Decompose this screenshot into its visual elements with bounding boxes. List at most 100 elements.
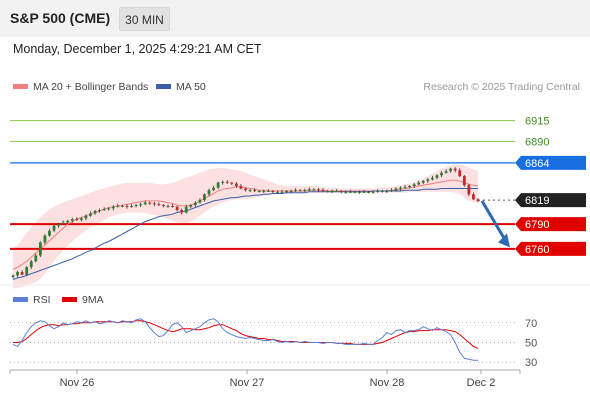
candle: [212, 185, 215, 192]
candle: [380, 190, 384, 193]
x-axis: Nov 26 Nov 27 Nov 28 Dec 2: [9, 370, 521, 389]
candle: [166, 204, 170, 208]
candle-body: [139, 204, 143, 206]
candle-body: [130, 205, 133, 207]
candle: [362, 189, 366, 193]
candle: [75, 217, 79, 221]
candle: [312, 188, 316, 191]
level-value-text: 6864: [525, 158, 549, 170]
candle: [431, 175, 434, 181]
candle: [385, 189, 389, 193]
candle: [125, 204, 129, 209]
candle: [462, 175, 466, 187]
candle: [43, 234, 47, 245]
level-value-text: 6790: [525, 219, 549, 231]
candle-body: [358, 191, 361, 193]
candle-body: [326, 191, 329, 192]
candle-body: [84, 215, 88, 219]
candle: [98, 208, 102, 213]
candle-body: [472, 194, 475, 200]
candle: [157, 202, 161, 207]
candle-body: [453, 168, 457, 171]
candle: [371, 190, 375, 194]
bollinger-band-fill: [13, 164, 478, 289]
candle-body: [70, 219, 74, 221]
candle: [230, 181, 234, 186]
candle-body: [431, 177, 434, 180]
candle-body: [162, 205, 165, 207]
candle: [130, 203, 133, 208]
candle: [326, 190, 329, 193]
candle: [11, 274, 15, 279]
candle: [148, 201, 152, 205]
candle-body: [102, 209, 106, 211]
candle-body: [25, 267, 29, 275]
research-credit: Research © 2025 Trading Central: [423, 81, 580, 93]
candle: [389, 188, 393, 192]
candle-body: [11, 275, 15, 278]
candle-body: [207, 190, 211, 195]
candle-body: [285, 191, 288, 192]
rsi-tick-label: 50: [525, 337, 537, 349]
candle-body: [184, 206, 188, 213]
candle-body: [79, 218, 83, 220]
candle-body: [143, 202, 147, 205]
candle-body: [248, 190, 252, 192]
candle-body: [262, 191, 266, 192]
candle: [48, 228, 51, 237]
candle: [317, 187, 320, 193]
candle: [344, 190, 348, 194]
candle-body: [166, 205, 170, 207]
level-value-text: 6915: [525, 116, 549, 128]
candle-body: [435, 175, 439, 178]
candle: [307, 187, 311, 192]
candle-body: [29, 261, 33, 268]
candle: [175, 205, 179, 212]
candle: [171, 203, 174, 208]
candle-body: [107, 208, 111, 210]
ma50-legend-swatch: [156, 84, 171, 89]
timeframe-button[interactable]: 30 MIN: [119, 7, 170, 31]
level-tag-box: [515, 217, 586, 232]
candle: [189, 204, 193, 209]
candle: [107, 207, 111, 211]
candle: [376, 189, 380, 193]
candle-body: [61, 222, 65, 225]
candle-body: [234, 183, 238, 187]
candle: [52, 224, 56, 233]
level-value-text: 6760: [525, 244, 549, 256]
candle-body: [312, 189, 316, 191]
candle: [276, 190, 279, 194]
candle-body: [376, 191, 380, 192]
candle: [162, 204, 165, 208]
candle-body: [344, 191, 348, 193]
candle-body: [417, 182, 421, 185]
ma20-legend-label: MA 20 + Bollinger Bands: [33, 81, 148, 93]
candle: [262, 189, 266, 193]
candle-body: [289, 191, 293, 192]
candle-body: [38, 242, 42, 256]
candle-body: [412, 184, 416, 187]
candle: [244, 187, 247, 192]
candle: [116, 203, 120, 208]
candle-body: [116, 205, 120, 207]
rsi-legend-swatch: [13, 297, 28, 302]
forecast-arrow-shaft: [480, 200, 508, 243]
rsi-ma-legend-swatch: [62, 297, 77, 302]
rsi-panel: 70 50 30: [10, 318, 537, 369]
candle-body: [444, 171, 448, 173]
candle: [239, 184, 243, 190]
candle: [472, 192, 475, 201]
candle: [38, 241, 42, 258]
candle-body: [330, 191, 334, 192]
candle-body: [462, 176, 466, 186]
candle: [294, 188, 298, 192]
candle: [353, 190, 357, 194]
rsi-ma-legend-label: 9MA: [82, 294, 104, 306]
candle-body: [134, 205, 138, 207]
candle: [367, 190, 370, 194]
candle: [184, 204, 188, 214]
candles-layer: [11, 167, 480, 279]
candle-body: [266, 191, 270, 192]
